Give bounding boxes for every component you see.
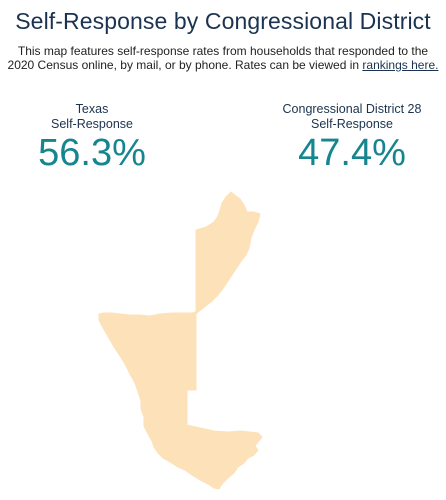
state-label: Texas	[75, 102, 109, 116]
district-map[interactable]	[0, 186, 446, 500]
state-sublabel: Self-Response	[51, 117, 133, 131]
state-value: 56.3%	[38, 132, 146, 174]
rankings-link[interactable]: rankings here.	[362, 58, 439, 72]
page-title: Self-Response by Congressional District	[15, 8, 431, 34]
district-value: 47.4%	[298, 132, 406, 174]
map-description: This map features self-response rates fr…	[4, 44, 442, 72]
district-stat: Congressional District 28 Self-Response …	[262, 102, 442, 173]
description-text: This map features self-response rates fr…	[7, 44, 429, 72]
district-sublabel: Self-Response	[311, 117, 393, 131]
state-stat: Texas Self-Response 56.3%	[22, 102, 162, 173]
district-label: Congressional District 28	[282, 102, 422, 116]
district-28-shape[interactable]	[98, 191, 263, 490]
